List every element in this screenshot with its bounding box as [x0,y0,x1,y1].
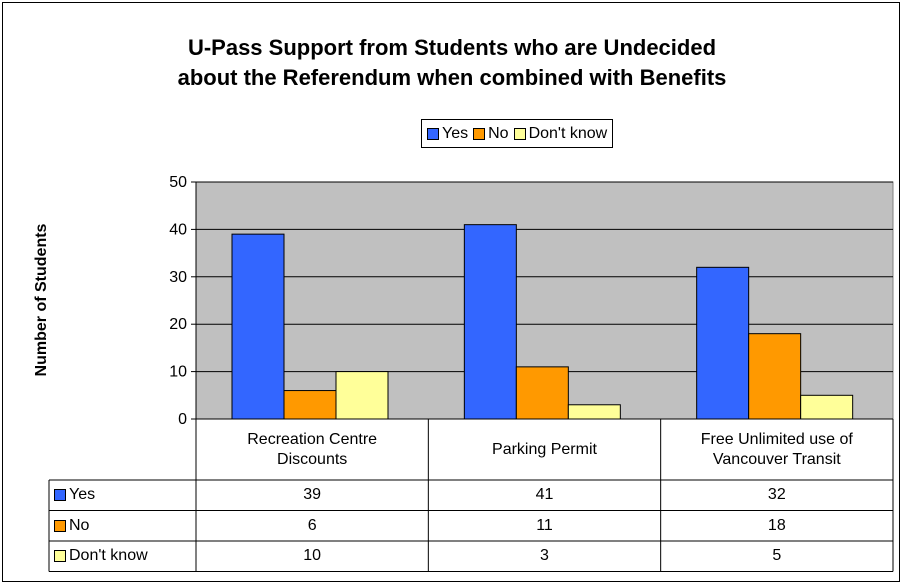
legend-item-dont-know: Don't know [513,124,608,143]
y-tick-label: 40 [169,221,187,238]
legend-label-no: No [488,124,509,142]
table-value-cell: 10 [303,547,322,565]
y-tick-label: 10 [169,364,187,381]
table-row-name: Don't know [69,547,148,565]
table-value-cell: 11 [536,516,553,534]
category-label-line: Recreation Centre [247,430,378,448]
table-row-swatch [54,550,66,563]
y-tick-label: 50 [169,174,187,191]
bar-no-2 [748,333,802,420]
table-value-cell: 5 [772,547,782,565]
table-value-cell: 3 [540,547,549,565]
legend-swatch-no [473,127,486,140]
table-value-cell: 18 [767,516,786,534]
table-row-swatch [54,489,66,502]
legend-item-no: No [473,124,509,143]
table-row-label: Yes [54,480,95,511]
category-label-line: Discounts [277,450,348,468]
category-label: Free Unlimited use of Vancouver Transit [661,419,893,480]
category-label-line: Vancouver Transit [712,450,841,468]
category-label-line: Parking Permit [492,440,597,458]
category-label-text: Free Unlimited use of Vancouver Transit [701,430,853,470]
table-value-cell: 32 [767,486,786,504]
legend-label-yes: Yes [442,124,469,142]
bar-no-0 [283,390,337,420]
legend-swatch-dont-know [513,127,526,140]
bar-yes-2 [696,266,750,420]
table-row-label: No [54,511,89,542]
bar-don-t-know-1 [567,404,621,420]
table-row-name: No [69,516,90,534]
table-row-name: Yes [69,486,96,504]
legend-label-dont-know: Don't know [528,124,608,142]
chart-title-line-1: U-Pass Support from Students who are Und… [187,35,717,60]
y-tick-label: 20 [169,316,187,333]
legend-swatch-yes [427,127,439,140]
category-label: Parking Permit [428,419,660,480]
bar-yes-1 [463,224,517,420]
table-value-cell: 39 [303,486,322,504]
chart-title-line-2: about the Referendum when combined with … [177,65,727,90]
legend-item-yes: Yes [427,125,468,143]
category-label-text: Parking Permit [492,440,597,460]
category-label: Recreation Centre Discounts [196,419,428,480]
category-label-line: Free Unlimited use of [700,430,853,448]
y-tick-label: 30 [169,269,187,286]
y-tick-label: 0 [178,411,187,428]
table-value-cell: 6 [307,516,317,534]
bar-yes-0 [231,233,285,420]
table-row-label: Don't know [54,541,148,572]
legend: Yes No Don't know [421,119,614,148]
category-label-text: Recreation Centre Discounts [247,430,377,470]
table-row-swatch [54,519,66,532]
table-value-cell: 41 [535,486,554,504]
bar-don-t-know-0 [335,371,389,420]
bar-no-1 [515,366,569,420]
chart-title: U-Pass Support from Students who are Und… [3,33,901,93]
bar-don-t-know-2 [800,394,854,420]
